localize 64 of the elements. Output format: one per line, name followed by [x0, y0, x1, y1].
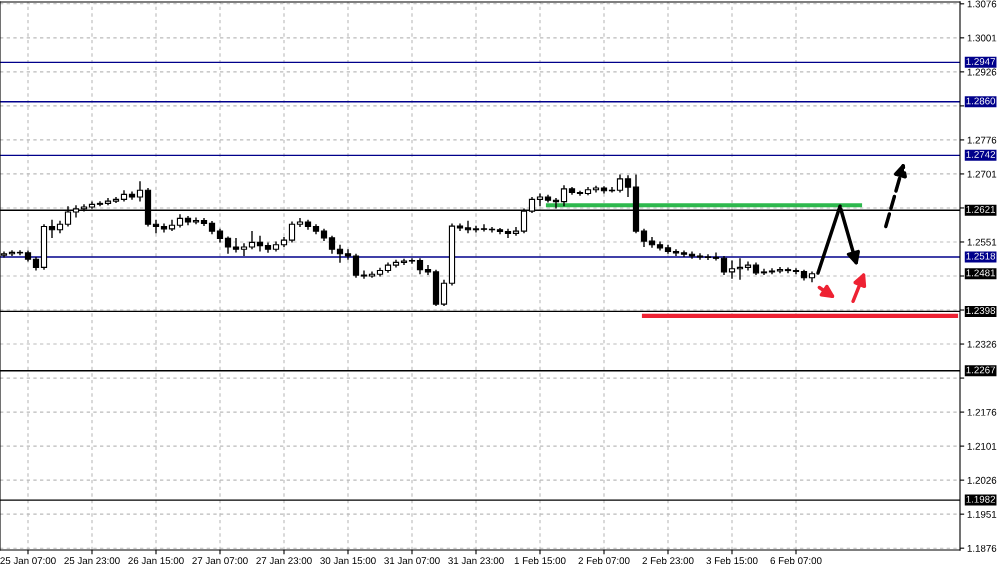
candlestick — [360, 269, 368, 280]
x-tick-label: 27 Jan 07:00 — [192, 557, 248, 565]
candlestick — [352, 253, 360, 279]
ref-line-label: 1.2621 — [966, 205, 996, 213]
candlestick — [328, 234, 336, 255]
candlestick — [792, 267, 800, 275]
x-tick-label: 2 Feb 07:00 — [578, 556, 630, 565]
candlestick — [712, 251, 720, 262]
x-tick-label: 27 Jan 23:00 — [256, 557, 312, 565]
candlestick — [256, 234, 264, 253]
text: 1.2481 — [966, 269, 996, 277]
y-tick-label: 1.2176 — [967, 408, 997, 416]
y-tick-label: 1.1951 — [967, 510, 997, 518]
candlestick — [784, 266, 792, 274]
x-tick-label: 30 Jan 15:00 — [320, 557, 376, 565]
candlestick — [248, 230, 256, 250]
candlestick — [640, 228, 648, 248]
candlestick — [560, 184, 568, 207]
ref-line-label: 1.2398 — [966, 307, 996, 314]
x-tick-label: 26 Jan 15:00 — [128, 557, 184, 565]
y-tick-label: 1.2101 — [967, 442, 997, 450]
ref-line-label: 1.2860 — [966, 97, 996, 105]
x-tick-label: 6 Feb 07:00 — [770, 556, 822, 565]
candlestick — [160, 222, 168, 234]
candlestick — [624, 174, 632, 198]
candlestick — [152, 219, 160, 235]
y-tick-label: 1.2026 — [967, 476, 997, 484]
y-tick-label: 1.2701 — [967, 170, 997, 178]
y-tick-label: 1.2926 — [967, 68, 997, 76]
candlestick — [536, 192, 544, 207]
x-tick-label: 31 Jan 07:00 — [384, 557, 440, 565]
x-tick-label: 1 Feb 15:00 — [514, 556, 566, 565]
y-tick-label: 1.3001 — [967, 34, 997, 42]
x-tick-label: 25 Jan 07:00 — [0, 557, 56, 565]
ref-line-label: 1.2518 — [966, 252, 996, 260]
candlestick — [720, 255, 728, 276]
candlestick — [728, 259, 736, 280]
candlestick — [240, 242, 248, 257]
x-tick-label: 25 Jan 23:00 — [64, 557, 120, 565]
y-tick-label: 1.1876 — [967, 544, 997, 552]
candlestick — [616, 173, 624, 194]
y-tick-label: 1.2326 — [967, 340, 997, 348]
candlestick — [344, 248, 352, 261]
candlestick — [408, 257, 416, 265]
candlestick — [232, 237, 240, 254]
candlestick — [704, 253, 712, 261]
ref-line-label: 1.2742 — [966, 151, 996, 158]
x-tick-label: 2 Feb 23:00 — [642, 556, 694, 565]
candlestick — [136, 180, 144, 203]
candlestick — [48, 219, 56, 239]
ref-line-label: 1.1982 — [966, 495, 996, 503]
x-tick-label: 31 Jan 23:00 — [448, 557, 504, 565]
candlestick — [288, 220, 296, 244]
y-tick-label: 1.2776 — [967, 136, 997, 144]
candlestick — [744, 260, 752, 272]
ref-line-label: 1.2267 — [966, 366, 996, 374]
x-tick-label: 3 Feb 15:00 — [706, 556, 758, 565]
ref-line-label: 1.2947 — [966, 58, 996, 65]
candlestick — [464, 219, 472, 235]
candlestick — [504, 228, 512, 239]
candlestick — [440, 278, 448, 307]
y-tick-label: 1.2551 — [967, 238, 997, 246]
y-tick-label: 1.3076 — [967, 0, 997, 8]
candlestick — [480, 223, 488, 233]
